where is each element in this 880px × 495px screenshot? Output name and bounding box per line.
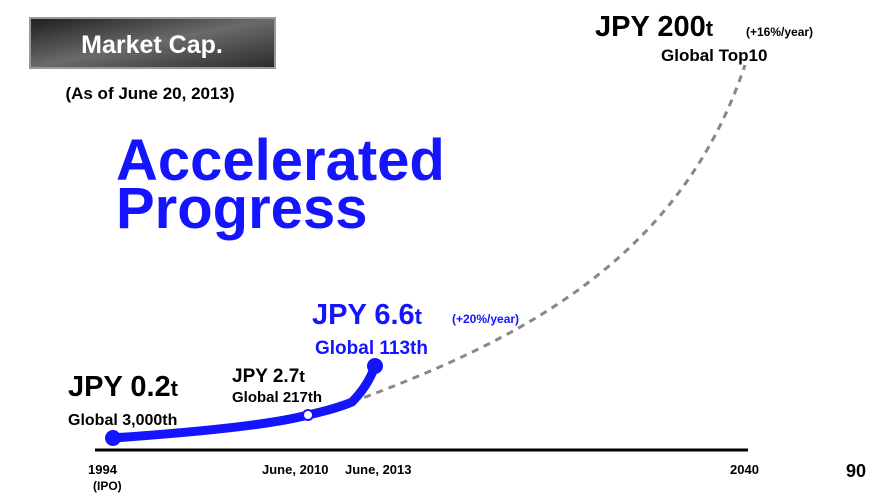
text-part: t: [415, 304, 423, 329]
text-part: JPY 6.6: [312, 299, 415, 331]
page-number: 90: [846, 461, 866, 481]
amount: JPY 0.2t: [68, 371, 179, 403]
point: [302, 409, 314, 421]
rank: Global 217th: [232, 389, 322, 406]
axis-label: June, 2010: [262, 462, 329, 477]
axis-label: 1994: [88, 462, 118, 477]
axis-note: (IPO): [93, 479, 122, 493]
amount: JPY 6.6t: [312, 299, 423, 331]
axis-label: 2040: [730, 462, 759, 477]
text-part: t: [706, 16, 714, 41]
text-part: JPY 2.7: [232, 366, 299, 387]
as-of: (As of June 20, 2013): [65, 84, 234, 103]
rank: Global Top10: [661, 46, 767, 65]
headline: Progress: [116, 176, 367, 241]
text-part: t: [171, 376, 179, 401]
amount: JPY 200t: [595, 11, 714, 43]
point: [105, 430, 121, 446]
rank: Global 3,000th: [68, 412, 177, 429]
amount: JPY 2.7t: [232, 366, 305, 387]
text-part: JPY 0.2: [68, 371, 171, 403]
rank: Global 113th: [315, 338, 428, 359]
growth: (+16%/year): [746, 25, 813, 39]
projection-line: [351, 64, 747, 404]
growth: (+20%/year): [452, 312, 519, 326]
badge-text: Market Cap.: [81, 31, 223, 59]
headline: Accelerated: [116, 128, 445, 193]
axis-label: June, 2013: [345, 462, 412, 477]
point: [367, 358, 383, 374]
text-part: JPY 200: [595, 11, 706, 43]
text-part: t: [299, 367, 305, 386]
badge-box: [29, 17, 276, 69]
